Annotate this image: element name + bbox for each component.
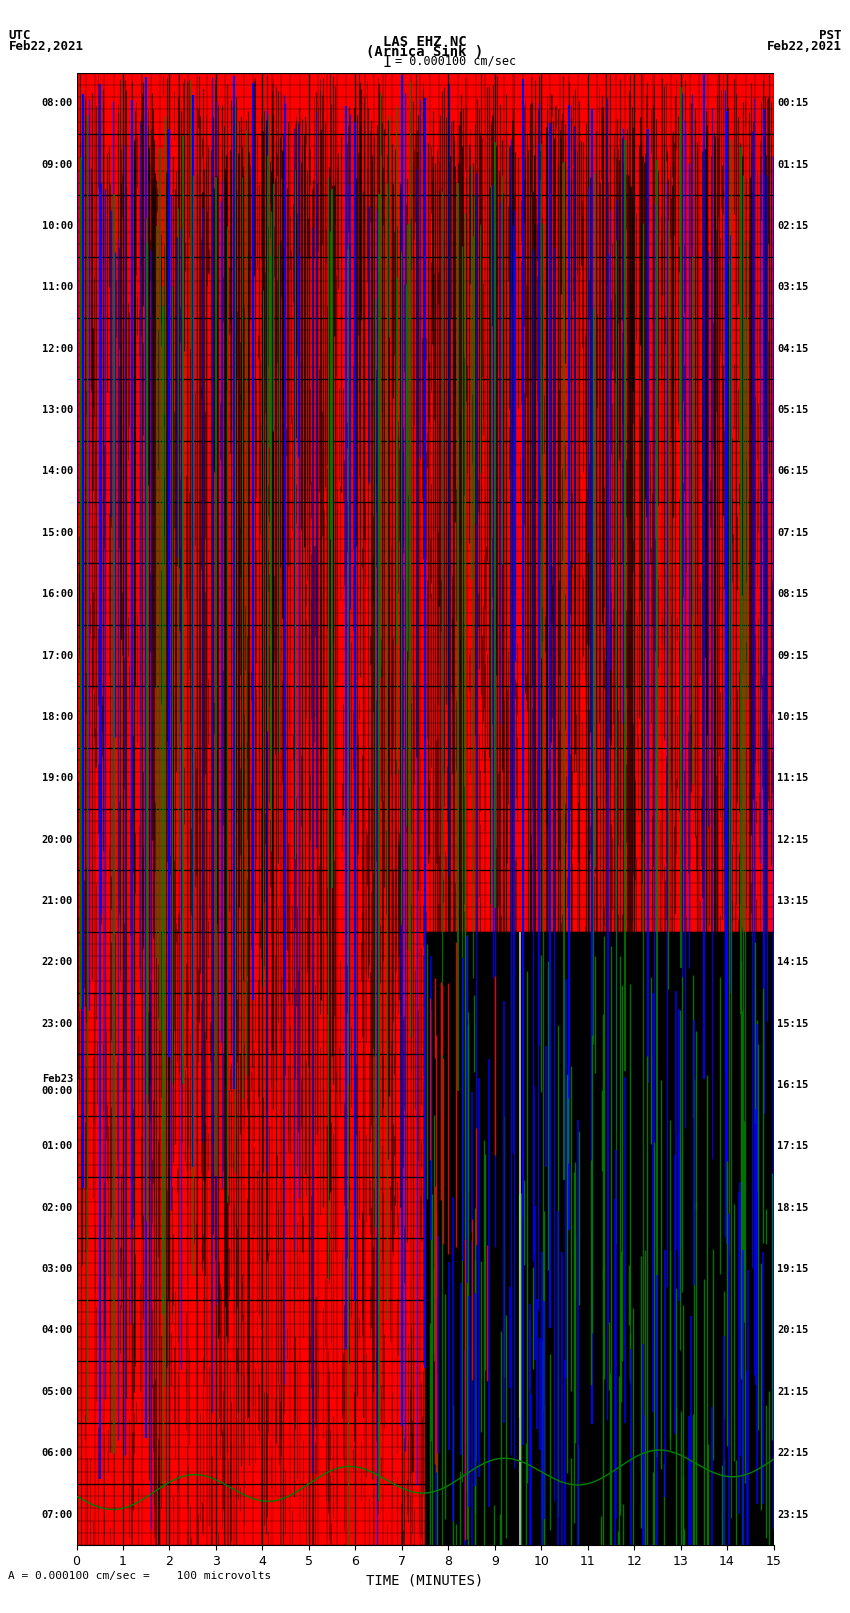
- Text: 16:15: 16:15: [777, 1081, 808, 1090]
- Text: 04:15: 04:15: [777, 344, 808, 353]
- Text: 06:15: 06:15: [777, 466, 808, 476]
- Text: 08:15: 08:15: [777, 589, 808, 598]
- Text: 20:00: 20:00: [42, 834, 73, 845]
- Text: 15:00: 15:00: [42, 527, 73, 537]
- Text: 04:00: 04:00: [42, 1326, 73, 1336]
- Text: 08:00: 08:00: [42, 98, 73, 108]
- Text: 12:15: 12:15: [777, 834, 808, 845]
- Text: 18:00: 18:00: [42, 711, 73, 723]
- Text: 19:00: 19:00: [42, 773, 73, 784]
- Text: 13:15: 13:15: [777, 895, 808, 907]
- Text: 22:00: 22:00: [42, 958, 73, 968]
- Text: 01:00: 01:00: [42, 1142, 73, 1152]
- Text: 13:00: 13:00: [42, 405, 73, 415]
- Text: 17:00: 17:00: [42, 650, 73, 660]
- Text: = 0.000100 cm/sec: = 0.000100 cm/sec: [395, 55, 516, 68]
- Text: LAS EHZ NC: LAS EHZ NC: [383, 35, 467, 48]
- Text: 16:00: 16:00: [42, 589, 73, 598]
- Text: Feb23
00:00: Feb23 00:00: [42, 1074, 73, 1095]
- Text: 07:15: 07:15: [777, 527, 808, 537]
- Text: 10:00: 10:00: [42, 221, 73, 231]
- Text: PST: PST: [819, 29, 842, 42]
- Text: 17:15: 17:15: [777, 1142, 808, 1152]
- Text: 06:00: 06:00: [42, 1448, 73, 1458]
- Text: 20:15: 20:15: [777, 1326, 808, 1336]
- Text: Feb22,2021: Feb22,2021: [8, 40, 83, 53]
- Bar: [425, 932, 774, 1545]
- Text: 05:15: 05:15: [777, 405, 808, 415]
- Text: 14:15: 14:15: [777, 958, 808, 968]
- Text: 11:15: 11:15: [777, 773, 808, 784]
- Text: 22:15: 22:15: [777, 1448, 808, 1458]
- Text: UTC: UTC: [8, 29, 31, 42]
- Text: 03:00: 03:00: [42, 1265, 73, 1274]
- Text: 19:15: 19:15: [777, 1265, 808, 1274]
- Text: 21:00: 21:00: [42, 895, 73, 907]
- Text: 09:00: 09:00: [42, 160, 73, 169]
- Text: 18:15: 18:15: [777, 1203, 808, 1213]
- Text: I: I: [382, 55, 391, 69]
- Text: 14:00: 14:00: [42, 466, 73, 476]
- Text: 11:00: 11:00: [42, 282, 73, 292]
- Text: 07:00: 07:00: [42, 1510, 73, 1519]
- Text: 02:00: 02:00: [42, 1203, 73, 1213]
- Text: 09:15: 09:15: [777, 650, 808, 660]
- Text: (Arnica Sink ): (Arnica Sink ): [366, 45, 484, 60]
- Text: 15:15: 15:15: [777, 1019, 808, 1029]
- Text: 05:00: 05:00: [42, 1387, 73, 1397]
- Text: 02:15: 02:15: [777, 221, 808, 231]
- Text: 10:15: 10:15: [777, 711, 808, 723]
- Text: 00:15: 00:15: [777, 98, 808, 108]
- Text: 21:15: 21:15: [777, 1387, 808, 1397]
- Text: 23:15: 23:15: [777, 1510, 808, 1519]
- X-axis label: TIME (MINUTES): TIME (MINUTES): [366, 1574, 484, 1587]
- Text: 01:15: 01:15: [777, 160, 808, 169]
- Text: 23:00: 23:00: [42, 1019, 73, 1029]
- Text: 12:00: 12:00: [42, 344, 73, 353]
- Text: Feb22,2021: Feb22,2021: [767, 40, 842, 53]
- Text: A = 0.000100 cm/sec =    100 microvolts: A = 0.000100 cm/sec = 100 microvolts: [8, 1571, 272, 1581]
- Text: 03:15: 03:15: [777, 282, 808, 292]
